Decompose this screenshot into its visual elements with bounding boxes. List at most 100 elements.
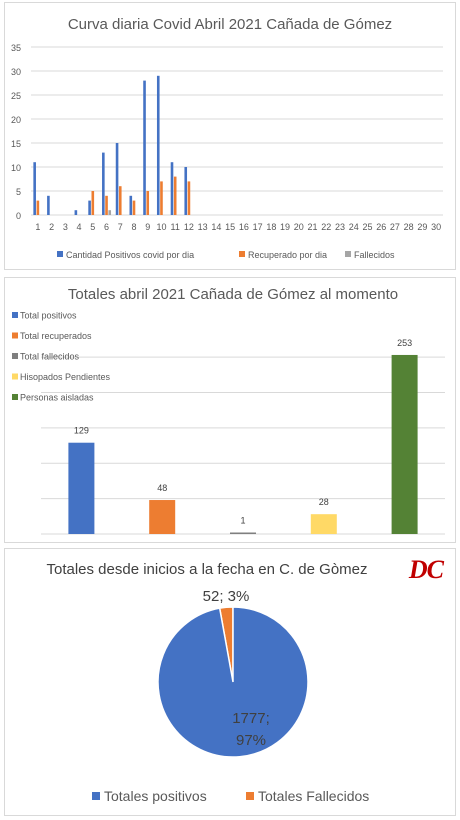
bar-positivos	[88, 200, 91, 215]
bar-positivos	[102, 152, 105, 215]
legend-swatch	[12, 332, 18, 339]
x-tick-label: 19	[280, 222, 290, 232]
legend-label: Total recuperados	[20, 331, 92, 341]
bar-positivos	[74, 210, 78, 215]
x-tick-label: 27	[390, 222, 400, 232]
bar-recuperados	[173, 176, 177, 215]
y-tick-label: 35	[11, 43, 21, 53]
bar-total-recuperados	[149, 500, 176, 534]
bar-positivos	[115, 143, 119, 215]
legend-swatch	[92, 792, 100, 800]
legend-label: Total positivos	[20, 311, 77, 321]
chart-title: Totales abril 2021 Cañada de Gómez al mo…	[68, 286, 398, 303]
x-tick-label: 26	[376, 222, 386, 232]
data-label: 28	[319, 497, 329, 507]
x-tick-label: 4	[77, 222, 82, 232]
x-tick-label: 28	[404, 222, 414, 232]
bar-recuperados	[36, 200, 40, 215]
y-tick-label: 10	[11, 163, 21, 173]
y-tick-label: 5	[16, 187, 21, 197]
bar-hisopados-pendientes	[310, 514, 337, 534]
cumulative-pie-svg: Totales desde inicios a la fecha en C. d…	[46, 561, 369, 804]
x-tick-label: 23	[335, 222, 345, 232]
bar-positivos	[170, 162, 174, 215]
bar-positivos	[156, 75, 160, 215]
legend-swatch	[12, 394, 18, 400]
data-label: 48	[157, 483, 167, 493]
x-tick-label: 5	[90, 222, 95, 232]
bar-total-positivos	[68, 442, 95, 534]
bar-personas-aisladas	[391, 354, 418, 534]
bar-fallecidos	[108, 210, 112, 215]
legend-label: Personas aisladas	[20, 393, 94, 403]
bar-recuperados	[132, 200, 136, 215]
bar-recuperados	[160, 181, 163, 215]
legend-swatch	[12, 353, 18, 359]
x-tick-label: 21	[308, 222, 318, 232]
x-tick-label: 6	[104, 222, 109, 232]
bar-positivos	[33, 162, 36, 215]
legend-swatch	[12, 373, 18, 380]
dc-logo: DC	[408, 555, 444, 584]
x-tick-label: 11	[171, 222, 180, 232]
bar-recuperados	[187, 181, 191, 215]
bar-positivos	[184, 167, 188, 215]
x-tick-label: 25	[362, 222, 372, 232]
x-tick-label: 13	[198, 222, 208, 232]
legend-label: Totales Fallecidos	[258, 788, 369, 804]
x-tick-label: 30	[431, 222, 441, 232]
y-tick-label: 25	[11, 91, 21, 101]
bar-positivos	[129, 195, 133, 215]
slice-label-positivos-pct: 97%	[236, 732, 266, 749]
x-tick-label: 7	[118, 222, 123, 232]
legend-swatch	[246, 792, 254, 800]
legend-label: Totales positivos	[104, 788, 207, 804]
april-totals-chart: Totales abril 2021 Cañada de Gómez al mo…	[4, 277, 456, 543]
x-tick-label: 16	[239, 222, 249, 232]
legend-label: Total fallecidos	[20, 352, 80, 362]
bar-positivos	[47, 195, 50, 215]
x-tick-label: 17	[253, 222, 263, 232]
slice-label-positivos: 1777;	[232, 710, 270, 727]
slice-label-fallecidos: 52; 3%	[203, 588, 250, 605]
x-tick-label: 20	[294, 222, 304, 232]
chart-title: Curva diaria Covid Abril 2021 Cañada de …	[68, 16, 392, 33]
bar-recuperados	[91, 191, 95, 215]
x-tick-label: 14	[211, 222, 221, 232]
data-label: 253	[397, 338, 412, 348]
y-tick-label: 15	[11, 139, 21, 149]
cumulative-pie-chart: DC Totales desde inicios a la fecha en C…	[4, 548, 456, 816]
pie-slice-positivos	[157, 606, 309, 758]
data-label: 129	[74, 426, 89, 436]
y-tick-label: 20	[11, 115, 21, 125]
x-tick-label: 8	[131, 222, 136, 232]
daily-curve-svg: Curva diaria Covid Abril 2021 Cañada de …	[11, 16, 443, 260]
bar-recuperados	[146, 191, 150, 215]
x-tick-label: 1	[35, 222, 40, 232]
x-tick-label: 18	[266, 222, 276, 232]
legend-label: Fallecidos	[354, 250, 395, 260]
bar-positivos	[143, 80, 146, 215]
x-tick-label: 29	[417, 222, 427, 232]
legend-swatch	[12, 312, 18, 318]
daily-curve-chart: Curva diaria Covid Abril 2021 Cañada de …	[4, 2, 456, 270]
x-tick-label: 2	[49, 222, 54, 232]
bar-total-fallecidos	[230, 532, 256, 534]
legend-swatch	[239, 251, 245, 257]
legend-swatch	[345, 251, 351, 257]
y-tick-label: 0	[16, 211, 21, 221]
legend-swatch	[57, 251, 63, 257]
bar-recuperados	[105, 195, 108, 215]
x-tick-label: 9	[145, 222, 150, 232]
legend-label: Recuperado por dia	[248, 250, 327, 260]
april-totals-svg: Totales abril 2021 Cañada de Gómez al mo…	[12, 286, 445, 535]
bar-recuperados	[118, 186, 122, 215]
legend-label: Hisopados Pendientes	[20, 372, 111, 382]
x-tick-label: 10	[156, 222, 166, 232]
x-tick-label: 12	[184, 222, 194, 232]
legend-label: Cantidad Positivos covid por dia	[66, 250, 194, 260]
x-tick-label: 24	[349, 222, 359, 232]
chart-title: Totales desde inicios a la fecha en C. d…	[46, 561, 367, 578]
x-tick-label: 15	[225, 222, 235, 232]
x-tick-label: 3	[63, 222, 68, 232]
